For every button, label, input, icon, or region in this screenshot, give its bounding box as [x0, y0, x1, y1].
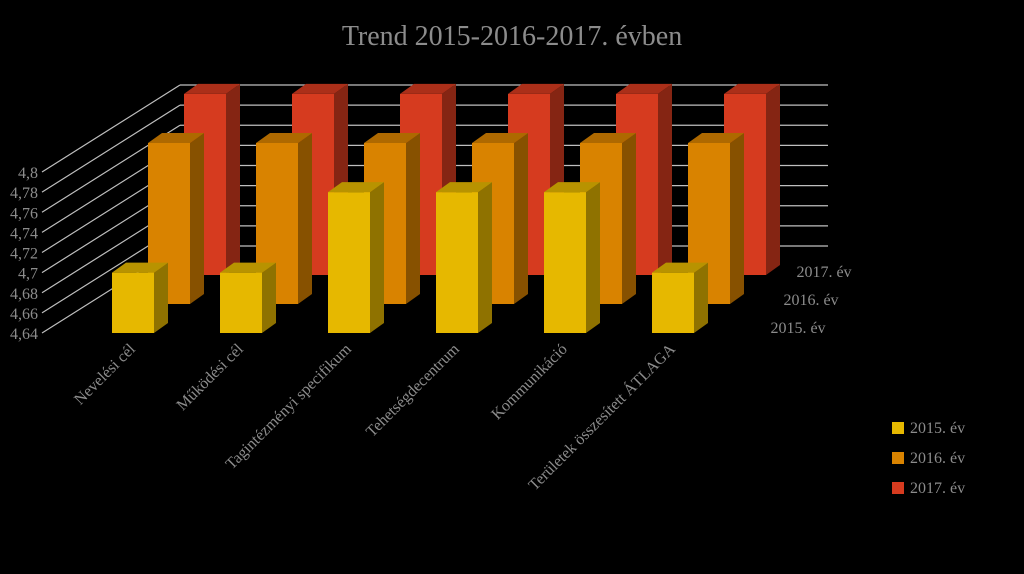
bar — [112, 262, 168, 333]
x-tick-label: Tagintézményi specifikum — [223, 340, 356, 473]
bar-top — [328, 182, 384, 193]
y-tick-label: 4,74 — [10, 225, 38, 242]
bar-side — [262, 262, 276, 333]
y-tick-label: 4,72 — [10, 246, 38, 263]
bar-front — [220, 272, 262, 333]
depth-label: 2017. év — [796, 264, 851, 281]
bar-side — [406, 133, 420, 304]
legend-swatch — [892, 482, 904, 494]
depth-axis: 2015. év 2016. év 2017. év — [770, 264, 851, 337]
x-tick-label: Nevelési cél — [71, 340, 139, 408]
x-tick-label: Működési cél — [174, 340, 248, 414]
bar — [652, 262, 708, 333]
bar — [328, 182, 384, 333]
bar-top — [688, 133, 744, 143]
bar-top — [580, 133, 636, 143]
bar-side — [622, 133, 636, 304]
legend-swatch — [892, 422, 904, 434]
y-tick-label: 4,64 — [10, 326, 38, 343]
bar-side — [694, 262, 708, 333]
bar — [616, 83, 672, 275]
bar-top — [616, 83, 672, 94]
bar-top — [400, 83, 456, 94]
chart-title: Trend 2015-2016-2017. évben — [342, 21, 682, 52]
legend-item: 2015. év — [892, 420, 965, 437]
legend-item: 2016. év — [892, 450, 965, 467]
bar — [436, 182, 492, 333]
y-tick-label: 4,78 — [10, 185, 38, 202]
bar-side — [370, 182, 384, 333]
bar — [220, 262, 276, 333]
bar-top — [508, 83, 564, 94]
bar-top — [112, 262, 168, 273]
bar-side — [658, 83, 672, 275]
bar-side — [226, 83, 240, 275]
y-tick-label: 4,66 — [10, 306, 38, 323]
bar — [544, 182, 600, 333]
bar-side — [298, 133, 312, 304]
y-tick-label: 4,68 — [10, 286, 38, 303]
depth-label: 2015. év — [770, 320, 825, 337]
bar-top — [724, 83, 780, 94]
legend-item: 2017. év — [892, 480, 965, 497]
bar-top — [652, 262, 708, 273]
bar-top — [292, 83, 348, 94]
bar-side — [154, 262, 168, 333]
bar-side — [766, 83, 780, 275]
legend-swatch — [892, 452, 904, 464]
bar-side — [730, 133, 744, 304]
bar-side — [478, 182, 492, 333]
y-tick-label: 4,76 — [10, 205, 38, 222]
legend: 2015. év 2016. év 2017. év — [892, 420, 965, 497]
x-tick-label: Tehetségdecentrum — [363, 340, 463, 440]
bar-top — [256, 133, 312, 143]
x-tick-label: Kommunikáció — [488, 341, 570, 423]
bar-front — [112, 272, 154, 333]
y-tick-label: 4,8 — [18, 165, 38, 182]
bar-top — [184, 83, 240, 94]
gridline-diagonal — [41, 104, 181, 193]
legend-label: 2015. év — [910, 420, 965, 437]
legend-label: 2016. év — [910, 450, 965, 467]
bar-top — [436, 182, 492, 193]
bar-top — [472, 133, 528, 143]
bar-top — [148, 133, 204, 143]
legend-label: 2017. év — [910, 480, 965, 497]
y-tick-label: 4,7 — [18, 266, 38, 283]
bar-front — [328, 192, 370, 333]
bar-side — [514, 133, 528, 304]
bar-front — [544, 192, 586, 333]
bar-top — [364, 133, 420, 143]
bar-front — [436, 192, 478, 333]
bar-top — [544, 182, 600, 193]
bar — [688, 133, 744, 304]
bars — [112, 83, 780, 333]
bar-side — [586, 182, 600, 333]
gridline-diagonal — [41, 84, 181, 173]
bar-front — [652, 272, 694, 333]
bar-top — [220, 262, 276, 273]
bar-side — [190, 133, 204, 304]
y-axis: 4,64 4,66 4,68 4,7 4,72 4,74 4,76 4,78 4,8 — [10, 165, 38, 343]
depth-label: 2016. év — [783, 292, 838, 309]
